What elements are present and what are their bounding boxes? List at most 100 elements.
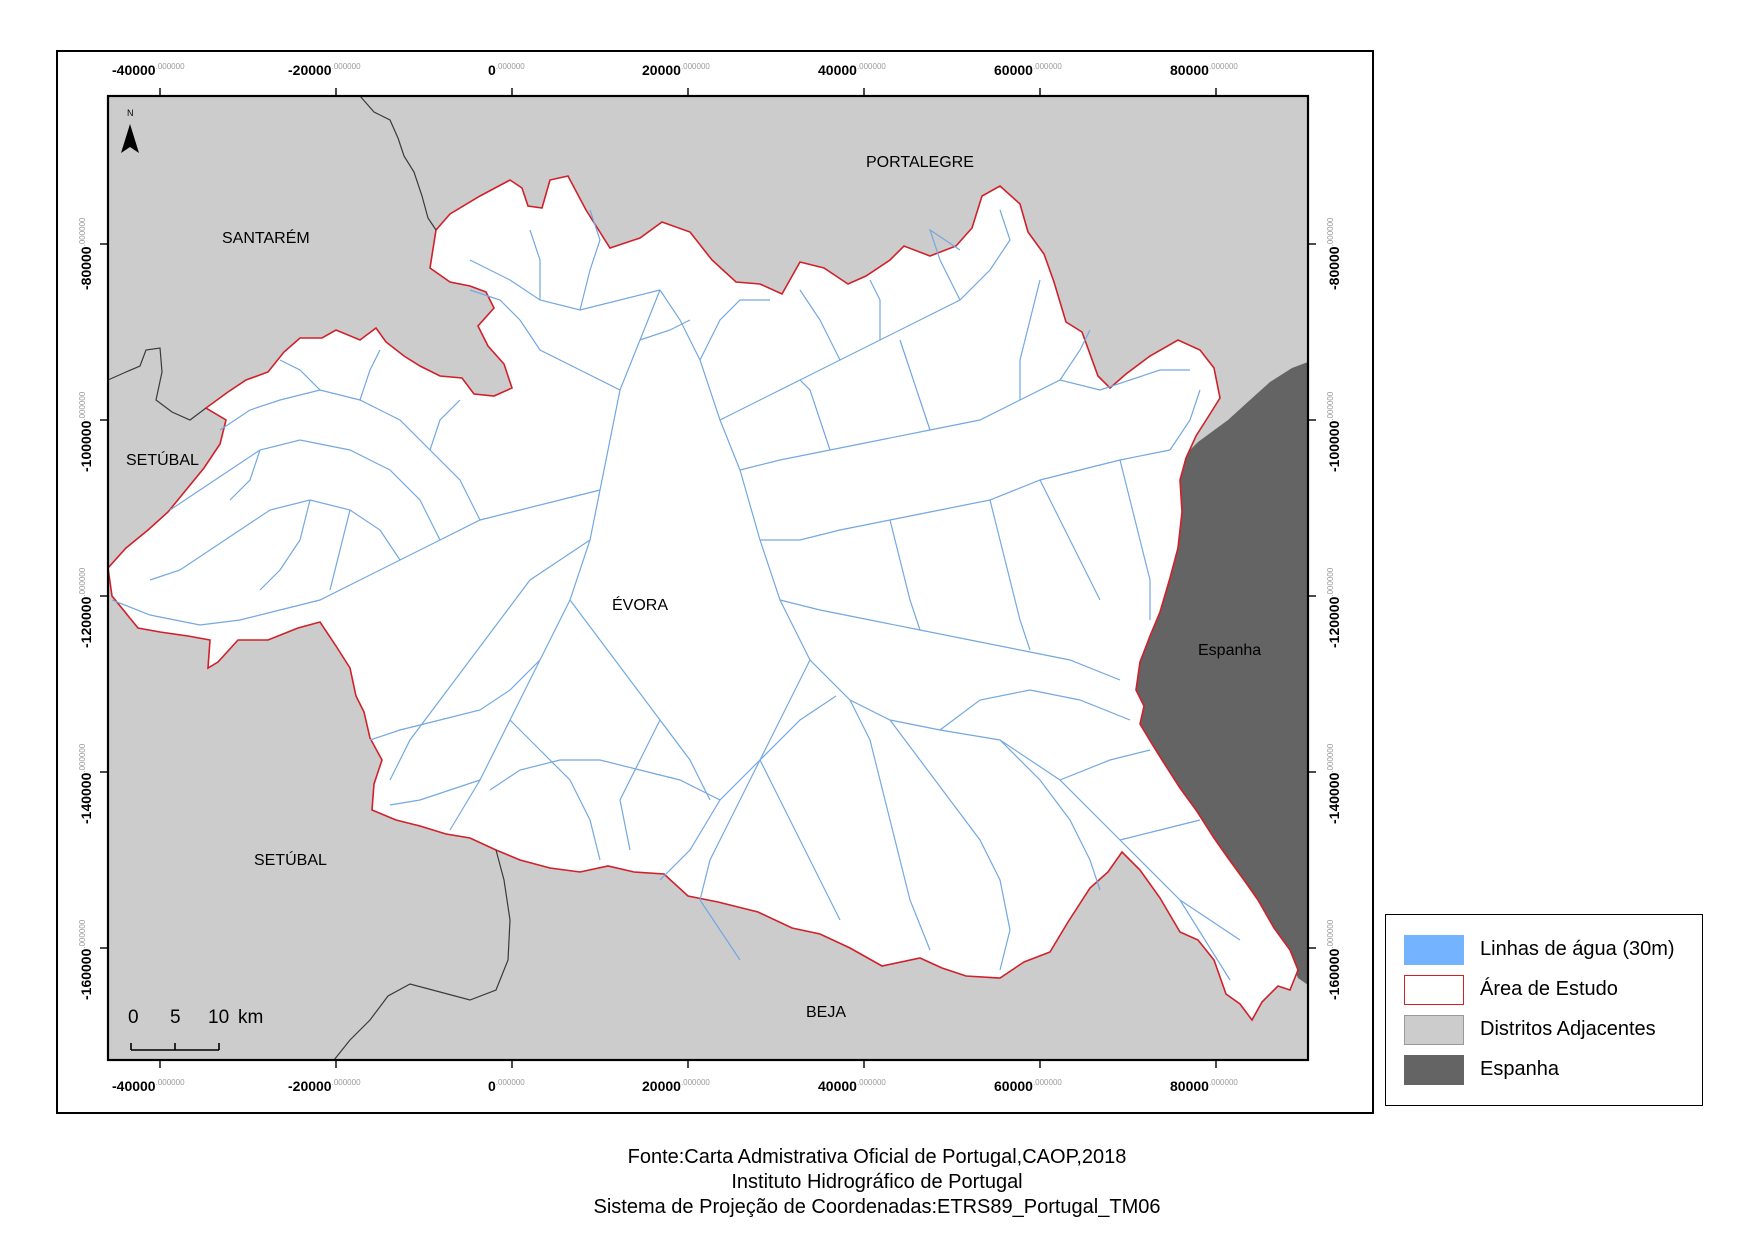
legend-label: Linhas de água (30m) <box>1480 938 1675 960</box>
y-tick-left: -80000.000000 <box>78 217 94 290</box>
water-line <box>279 359 321 391</box>
water-line <box>579 209 601 311</box>
water-line <box>989 499 1031 651</box>
water-line <box>1179 899 1241 941</box>
region-label-setubal-north: SETÚBAL <box>126 452 199 469</box>
region-label-evora: ÉVORA <box>612 597 669 614</box>
source-line-1: Fonte:Carta Admistrativa Oficial de Port… <box>627 1146 1127 1168</box>
source-note: Fonte:Carta Admistrativa Oficial de Port… <box>0 1145 1754 1220</box>
legend-swatch-study-area <box>1404 975 1464 1005</box>
water-line <box>699 899 741 961</box>
legend-swatch-spain <box>1404 1055 1464 1085</box>
source-line-2: Instituto Hidrográfico de Portugal <box>731 1171 1023 1193</box>
water-line <box>509 719 601 861</box>
water-line <box>759 759 841 921</box>
water-line <box>699 299 770 361</box>
water-line <box>389 779 481 806</box>
water-line <box>719 269 991 421</box>
spain-area <box>1134 362 1308 985</box>
scale-unit: km <box>238 1007 264 1028</box>
water-line <box>889 719 1011 971</box>
water-line <box>889 519 921 631</box>
y-tick-left: -140000.000000 <box>78 743 94 824</box>
water-line <box>869 279 881 340</box>
water-line <box>659 289 1231 981</box>
x-tick-top: 80000.000000 <box>1170 62 1238 78</box>
legend-label: Distritos Adjacentes <box>1480 1018 1656 1040</box>
water-line <box>1039 479 1101 601</box>
scale-label-5: 5 <box>170 1007 181 1028</box>
water-line <box>1059 749 1151 781</box>
y-tick-left: -100000.000000 <box>78 391 94 472</box>
north-arrow-letter: N <box>127 108 134 118</box>
water-line <box>989 209 1011 271</box>
x-tick-bottom: 60000.000000 <box>994 1078 1062 1094</box>
water-line <box>149 499 401 581</box>
legend-swatch-water <box>1404 935 1464 965</box>
scale-label-10: 10 <box>208 1007 230 1028</box>
water-line <box>799 379 831 451</box>
water-line <box>849 699 931 951</box>
region-label-setubal-south: SETÚBAL <box>254 852 327 869</box>
water-line <box>1119 459 1151 620</box>
water-line <box>779 599 1121 681</box>
x-tick-top: 0.000000 <box>488 62 525 78</box>
study-area-polygon <box>107 175 1299 1022</box>
district-boundary-north <box>359 95 437 231</box>
map-neatline <box>106 94 1310 1062</box>
water-line <box>1169 389 1201 451</box>
y-tick-right: -160000.000000 <box>1326 919 1342 1000</box>
water-line <box>1059 329 1091 381</box>
water-line <box>799 289 841 361</box>
district-boundary-west <box>107 347 207 421</box>
region-label-beja: BEJA <box>806 1004 847 1021</box>
water-line <box>639 319 691 341</box>
map-legend: Linhas de água (30m) Área de Estudo Dist… <box>1385 914 1703 1106</box>
water-line <box>939 689 1131 731</box>
x-tick-bottom: 80000.000000 <box>1170 1078 1238 1094</box>
water-line <box>529 229 541 300</box>
scale-bar-graphic <box>130 1043 220 1051</box>
water-line <box>259 499 311 591</box>
y-tick-right: -140000.000000 <box>1326 743 1342 824</box>
water-line <box>569 599 711 801</box>
legend-label: Área de Estudo <box>1480 978 1618 1000</box>
water-line <box>1119 819 1201 841</box>
x-tick-top: 60000.000000 <box>994 62 1062 78</box>
water-line <box>699 659 811 901</box>
water-line <box>1099 369 1190 391</box>
water-line <box>489 759 721 801</box>
water-line <box>519 319 621 391</box>
scale-bar: 0 5 10 km <box>124 1003 270 1059</box>
water-line <box>369 659 541 741</box>
y-tick-left: -160000.000000 <box>78 919 94 1000</box>
x-tick-bottom: 0.000000 <box>488 1078 525 1094</box>
water-line <box>359 349 381 401</box>
water-line <box>469 259 661 311</box>
water-line <box>1019 279 1041 400</box>
region-label-portalegre: PORTALEGRE <box>866 154 974 171</box>
north-arrow-icon <box>121 124 139 153</box>
x-tick-bottom: -40000.000000 <box>112 1078 185 1094</box>
water-lines <box>111 209 1241 981</box>
water-line <box>469 289 521 321</box>
water-line <box>111 489 601 626</box>
water-line <box>899 339 931 431</box>
water-line <box>760 449 1171 541</box>
water-line <box>169 439 441 541</box>
x-tick-top: -40000.000000 <box>112 62 185 78</box>
legend-label: Espanha <box>1480 1058 1559 1080</box>
water-line <box>429 399 461 451</box>
scale-label-0: 0 <box>128 1007 139 1028</box>
region-label-santarem: SANTARÉM <box>222 230 310 247</box>
water-line <box>999 739 1101 891</box>
x-tick-bottom: 20000.000000 <box>642 1078 710 1094</box>
region-label-espanha: Espanha <box>1198 642 1262 659</box>
water-line <box>659 695 837 881</box>
water-line <box>389 539 591 781</box>
x-tick-top: 40000.000000 <box>818 62 886 78</box>
x-tick-top: 20000.000000 <box>642 62 710 78</box>
x-tick-bottom: -20000.000000 <box>288 1078 361 1094</box>
water-line <box>619 719 661 851</box>
